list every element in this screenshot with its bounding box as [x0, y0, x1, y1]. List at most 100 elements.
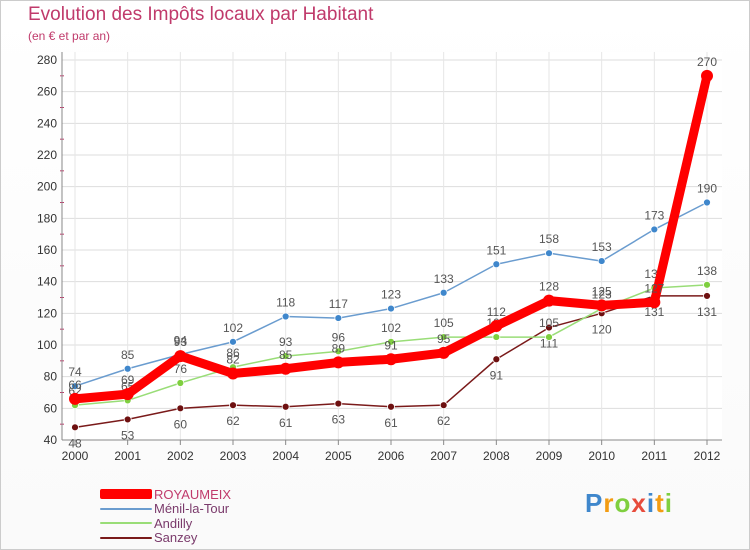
data-label: 133 [434, 272, 454, 286]
data-label: 61 [279, 416, 293, 430]
data-label: 93 [174, 335, 188, 349]
data-point [387, 402, 395, 411]
data-point [71, 382, 79, 391]
data-label: 86 [226, 346, 240, 360]
data-point [595, 299, 608, 312]
legend-swatch [100, 536, 152, 539]
data-point [176, 404, 185, 413]
chart-title: Evolution des Impôts locaux par Habitant [28, 4, 374, 25]
legend-item: ROYAUMEIX [100, 486, 231, 502]
plot-area [62, 52, 722, 440]
data-point [492, 333, 501, 341]
chart-subtitle: (en € et par an) [28, 29, 111, 43]
data-label: 111 [540, 337, 559, 351]
data-label: 48 [68, 436, 82, 450]
data-point [492, 355, 501, 364]
data-label: 85 [279, 348, 293, 362]
data-point [439, 288, 448, 297]
legend-swatch [100, 489, 152, 499]
data-label: 102 [381, 321, 401, 335]
x-tick-label: 2001 [114, 449, 141, 463]
data-point [385, 353, 397, 366]
y-tick-label: 40 [44, 433, 58, 447]
data-label: 93 [279, 335, 293, 349]
data-label: 118 [276, 296, 295, 310]
data-point [123, 364, 132, 373]
data-point [387, 337, 395, 346]
data-point [176, 379, 185, 387]
data-point [229, 337, 237, 346]
data-label: 138 [697, 264, 717, 278]
x-tick-label: 2008 [483, 449, 510, 463]
data-label: 66 [68, 378, 82, 392]
data-label: 62 [437, 414, 451, 428]
data-point [703, 292, 711, 300]
data-point [279, 362, 292, 375]
y-tick-label: 100 [37, 338, 57, 352]
data-label: 82 [226, 353, 240, 367]
data-label: 127 [644, 281, 664, 295]
data-label: 151 [486, 243, 506, 257]
data-point [437, 346, 450, 359]
data-label: 128 [539, 280, 559, 294]
data-label: 91 [490, 368, 504, 382]
data-label: 131 [697, 305, 717, 319]
data-label: 53 [121, 428, 135, 442]
data-label: 125 [592, 284, 612, 298]
data-point [439, 333, 448, 341]
data-label: 112 [487, 305, 506, 319]
y-tick-label: 140 [37, 275, 57, 289]
proxiti-logo: Proxiti [585, 488, 673, 519]
y-tick-label: 160 [37, 243, 57, 257]
logo-letter: r [603, 488, 615, 518]
data-point [387, 304, 395, 313]
x-tick-label: 2012 [694, 449, 721, 463]
data-label: 105 [434, 316, 454, 330]
x-tick-label: 2006 [378, 449, 405, 463]
x-tick-label: 2004 [272, 449, 299, 463]
logo-letter: o [614, 488, 632, 518]
logo-letter: x [631, 488, 647, 518]
x-tick-label: 2011 [641, 449, 667, 463]
logo-letter: i [646, 488, 656, 518]
data-point [439, 401, 448, 410]
data-point [281, 402, 290, 411]
y-tick-label: 60 [44, 401, 58, 415]
logo-letter: i [664, 488, 673, 518]
y-tick-label: 260 [37, 85, 57, 99]
data-label: 60 [174, 417, 188, 431]
y-tick-label: 200 [37, 180, 57, 194]
data-point [545, 333, 553, 341]
data-label: 61 [384, 416, 398, 430]
data-point [597, 257, 606, 265]
y-tick-label: 220 [37, 148, 57, 162]
data-point [71, 423, 79, 432]
legend-label: ROYAUMEIX [154, 486, 232, 502]
data-label: 117 [329, 297, 348, 311]
data-label: 190 [697, 182, 717, 196]
data-label: 158 [539, 232, 559, 246]
legend-label: Andilly [154, 515, 193, 531]
data-label: 120 [592, 322, 612, 336]
legend-label: Ménil-la-Tour [154, 501, 230, 516]
data-point [490, 320, 503, 332]
data-point [281, 312, 290, 321]
data-label: 89 [332, 341, 346, 355]
data-point [545, 249, 553, 258]
data-label: 74 [68, 365, 82, 379]
data-point [650, 225, 659, 234]
data-point [123, 415, 132, 424]
data-label: 63 [332, 413, 346, 427]
data-point [701, 69, 713, 82]
data-point [648, 296, 661, 309]
y-tick-label: 80 [44, 370, 58, 384]
data-point [543, 294, 555, 307]
data-point [229, 401, 237, 410]
x-tick-label: 2002 [167, 449, 194, 463]
data-point [545, 323, 553, 332]
data-label: 62 [226, 414, 240, 428]
x-tick-label: 2003 [220, 449, 247, 463]
x-tick-label: 2010 [588, 449, 615, 463]
data-point [703, 280, 711, 289]
